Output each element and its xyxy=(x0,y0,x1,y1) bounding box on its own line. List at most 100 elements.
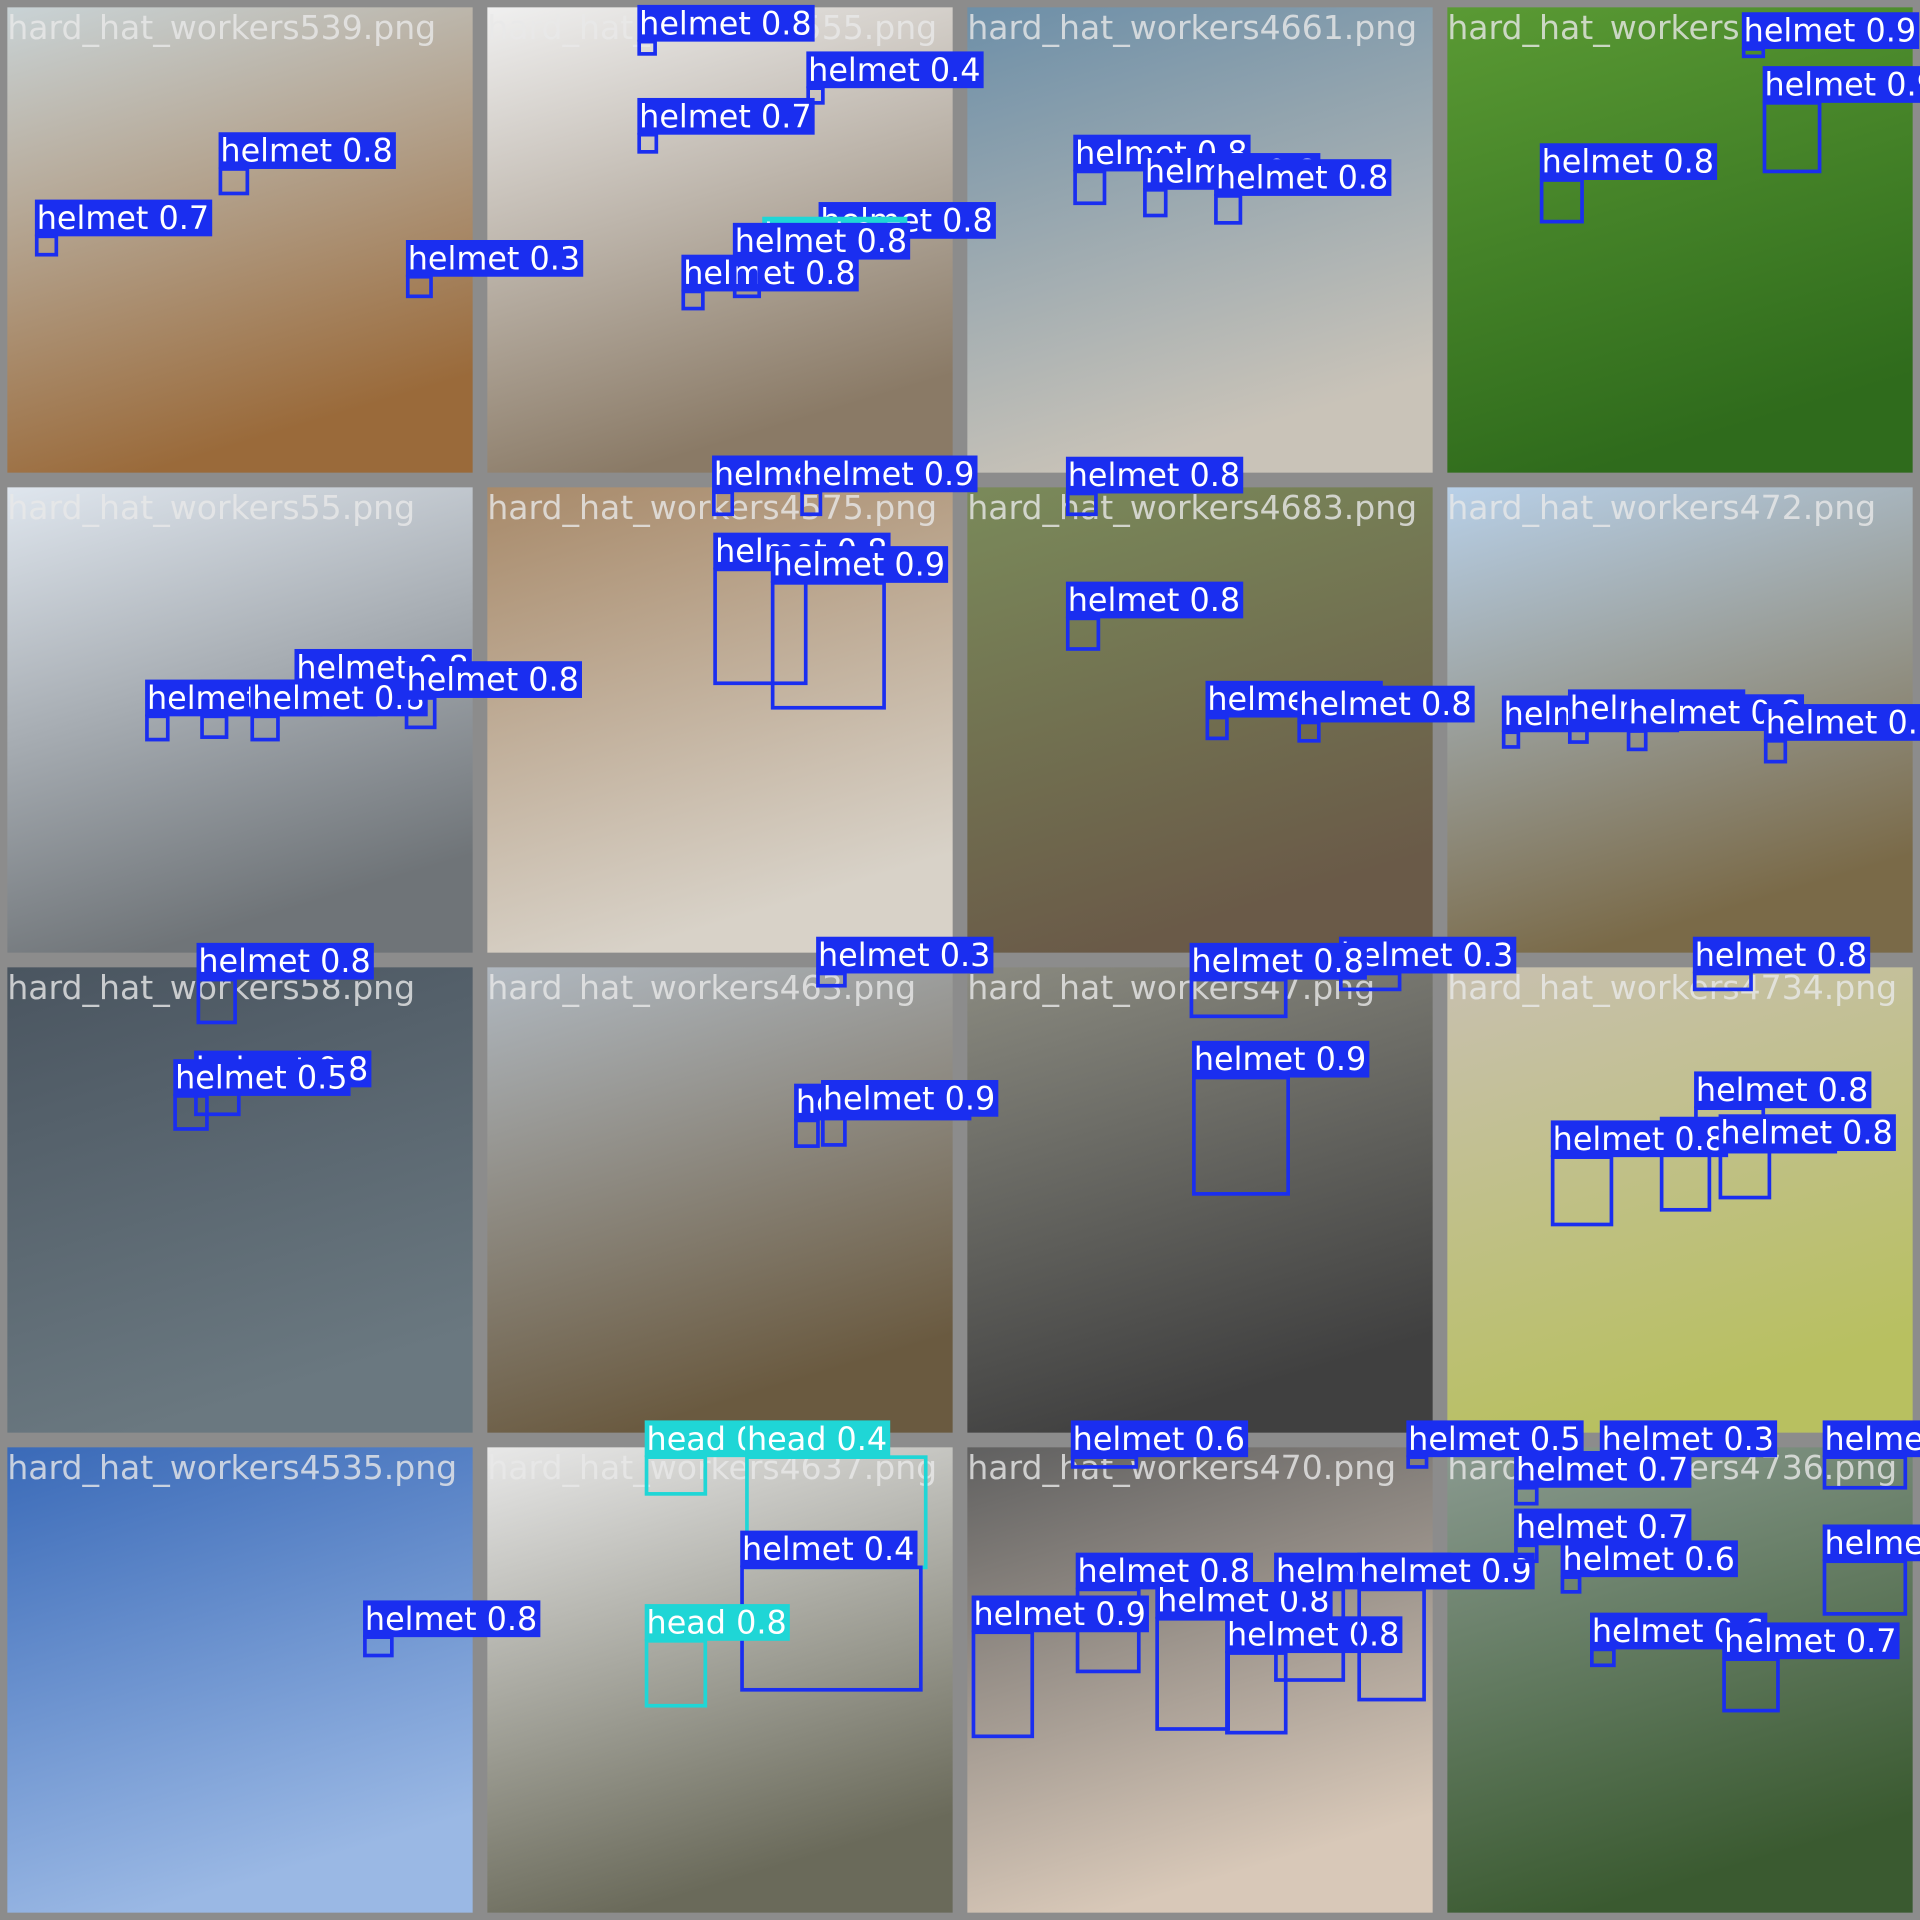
detection-label: helmet 0.9 xyxy=(1824,1524,1920,1562)
label-background xyxy=(34,199,213,237)
detection-label: helmet 0.8 xyxy=(220,132,392,170)
label-background xyxy=(1763,704,1920,741)
detection-label: helmet 0.7 xyxy=(1724,1622,1896,1660)
label-background xyxy=(1722,1622,1900,1660)
tile-photo xyxy=(487,1447,953,1913)
tile-filename: hard_hat_workers4734.png xyxy=(1447,968,1897,1007)
label-background xyxy=(404,661,582,698)
detection-label: helmet 0.8 xyxy=(1068,456,1240,494)
label-background xyxy=(1822,1420,1920,1458)
label-background xyxy=(806,51,984,89)
label-background xyxy=(1297,685,1475,723)
detection-label: helmet 0.8 xyxy=(683,254,855,292)
label-background xyxy=(1065,581,1244,619)
detection-label: helmet 0.9 xyxy=(1744,12,1916,50)
label-background xyxy=(816,936,994,974)
detection-label: helmet 0.9 xyxy=(973,1595,1145,1633)
label-background xyxy=(218,132,396,169)
detection-label: helmet 0.8 xyxy=(1553,1120,1725,1158)
detection-label: helmet 0.8 xyxy=(198,942,370,980)
detection-label: helmet 0.4 xyxy=(742,1530,914,1568)
tile-filename: hard_hat_workers xyxy=(1447,8,1739,47)
bounding-box xyxy=(821,1114,847,1147)
label-background xyxy=(250,679,428,717)
label-background xyxy=(637,97,815,135)
detection-label: helmet 0.7 xyxy=(1516,1508,1688,1546)
label-background xyxy=(644,1604,790,1641)
tile-photo xyxy=(7,487,473,953)
tile-photo xyxy=(7,1447,473,1913)
detection-label: helmet 0.3 xyxy=(818,936,990,974)
detection-label: helmet 0.8 xyxy=(639,4,811,42)
label-background xyxy=(1192,1040,1370,1078)
detection-label: helmet 0.8 xyxy=(1695,936,1867,974)
tile-photo xyxy=(487,967,953,1433)
label-background xyxy=(800,455,978,493)
detection-label: helmet 0.8 xyxy=(1068,581,1240,619)
label-background xyxy=(1065,456,1244,494)
detection-label: helmet 0.8 xyxy=(1216,159,1388,197)
detection-label: helmet 0.4 xyxy=(808,51,980,89)
label-background xyxy=(732,222,911,260)
detection-label: helmet 0.8 xyxy=(1696,1071,1868,1109)
tile-filename: hard_hat_workers539.png xyxy=(7,8,436,47)
detection-label: head 0.4 xyxy=(747,1420,887,1458)
detection-label: helmet 0.9 xyxy=(823,1079,995,1117)
label-background xyxy=(745,1420,891,1458)
tile-filename: hard_hat_workers4535.png xyxy=(7,1448,457,1487)
detection-label: helmet 0.7 xyxy=(639,97,811,135)
label-background xyxy=(405,240,584,277)
label-background xyxy=(1189,942,1367,980)
detection-label: helmet 0.6 xyxy=(1073,1420,1245,1458)
label-background xyxy=(363,1600,541,1638)
detection-label: helmet 0.8 xyxy=(1542,143,1714,181)
tile-filename: hard_hat_workers472.png xyxy=(1447,488,1876,527)
bounding-box xyxy=(794,1118,820,1148)
detection-label: helmet 0.8 xyxy=(252,679,424,717)
detection-label: head 0.8 xyxy=(647,1603,787,1641)
label-background xyxy=(681,254,859,292)
label-background xyxy=(1214,159,1392,196)
tile-photo xyxy=(7,967,473,1433)
label-background xyxy=(1560,1540,1738,1578)
label-background xyxy=(1539,143,1718,180)
detection-label: helmet 0.8 xyxy=(1191,942,1363,980)
bounding-box xyxy=(1065,616,1101,651)
tile-photo xyxy=(967,1447,1433,1913)
label-background xyxy=(770,546,949,583)
detection-label: helmet 0.8 xyxy=(1720,1114,1892,1152)
label-background xyxy=(637,4,815,42)
label-background xyxy=(1694,1071,1872,1109)
tile-filename: hard_hat_workers4683.png xyxy=(967,488,1417,527)
tile-photo xyxy=(967,7,1433,473)
label-background xyxy=(1692,936,1871,974)
label-background xyxy=(1762,66,1920,103)
tile-photo xyxy=(7,7,473,473)
label-background xyxy=(1070,1420,1249,1458)
label-background xyxy=(1822,1524,1920,1562)
label-background xyxy=(971,1595,1149,1633)
detection-label: helmet 0.9 xyxy=(773,546,945,584)
label-background xyxy=(173,1059,351,1096)
detection-label: helmet 0.8 xyxy=(1299,685,1471,723)
detection-label: helmet 0.9 xyxy=(1764,66,1920,104)
label-background xyxy=(1357,1552,1535,1590)
label-background xyxy=(1514,1508,1692,1546)
label-background xyxy=(1550,1120,1729,1158)
label-background xyxy=(1225,1616,1403,1654)
detection-label: helmet 0.8 xyxy=(407,661,579,699)
detection-label: helmet 0.7 xyxy=(1516,1450,1688,1488)
detection-label: helmet 0.5 xyxy=(175,1059,347,1097)
detection-label: helmet 0.7 xyxy=(1766,703,1920,741)
detection-label: helmet 0.6 xyxy=(1562,1540,1734,1578)
detection-label: helmet 0.9 xyxy=(1359,1552,1531,1590)
detection-label: helmet 0.9 xyxy=(802,455,974,493)
tile-filename: hard_hat_workers55.png xyxy=(7,488,415,527)
detection-label: helmet 0.8 xyxy=(365,1600,537,1638)
label-background xyxy=(1741,12,1920,49)
detection-label: helmet 0.8 xyxy=(735,222,907,260)
label-background xyxy=(1718,1114,1896,1152)
detection-label: helmet 0.3 xyxy=(1341,936,1513,974)
